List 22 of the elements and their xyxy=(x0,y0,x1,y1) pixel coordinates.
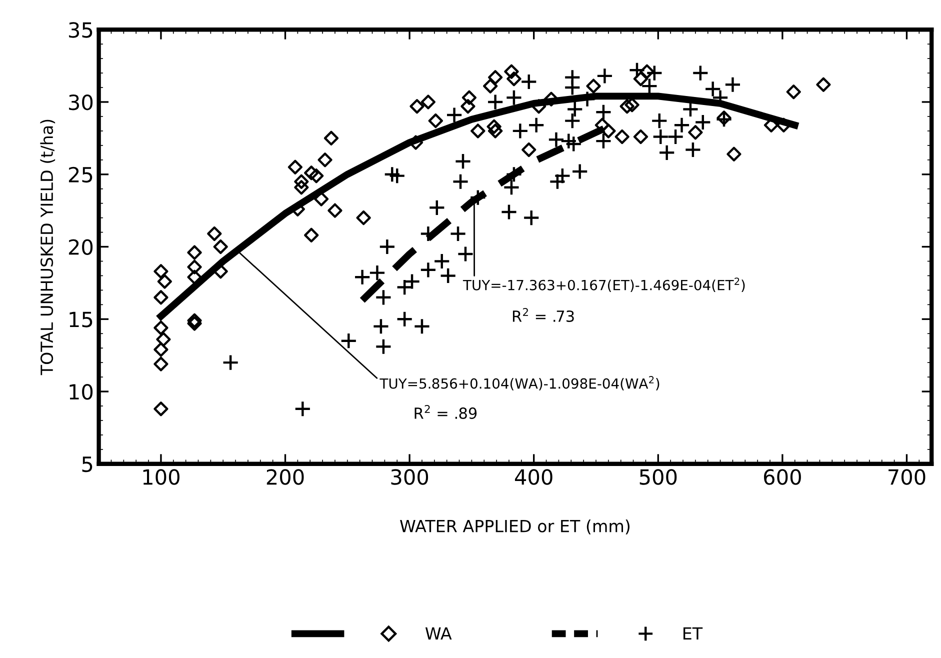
y-axis-title: TOTAL UNHUSKED YIELD (t/ha) xyxy=(40,120,56,376)
x-tick-label: 600 xyxy=(764,469,801,485)
legend-label: ET xyxy=(683,627,703,640)
x-tick-label: 300 xyxy=(391,469,428,485)
legend-label: WA xyxy=(425,627,452,640)
x-tick-label: 100 xyxy=(143,469,180,485)
annotation: R$^{2}$ = .89 xyxy=(414,404,477,419)
annotation: R$^{2}$ = .73 xyxy=(512,308,574,322)
y-tick-label: 35 xyxy=(69,22,92,38)
y-tick-label: 30 xyxy=(69,94,93,110)
annotation: TUY=-17.363+0.167(ET)-1.469E-04(ET$^{2}$) xyxy=(462,278,745,292)
y-tick-label: 20 xyxy=(68,239,93,255)
y-tick-label: 5 xyxy=(82,456,92,472)
y-tick-label: 10 xyxy=(70,384,93,400)
x-axis-title: WATER APPLIED or ET (mm) xyxy=(400,519,630,534)
y-tick-label: 25 xyxy=(68,166,92,183)
x-tick-label: 200 xyxy=(266,469,304,485)
x-tick-label: 400 xyxy=(514,469,552,485)
annotation: TUY=5.856+0.104(WA)-1.098E-04(WA$^{2}$) xyxy=(380,376,660,390)
x-tick-label: 700 xyxy=(888,469,926,485)
y-tick-label: 15 xyxy=(70,312,92,328)
x-tick-label: 500 xyxy=(640,469,677,485)
